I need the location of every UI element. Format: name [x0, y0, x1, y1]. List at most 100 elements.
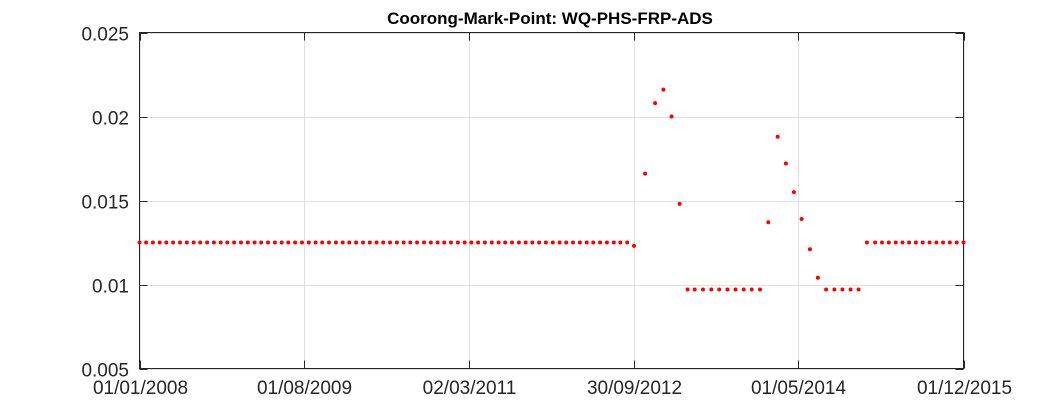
- y-tick-label: 0.025: [81, 25, 129, 46]
- data-point: [934, 240, 939, 245]
- data-point: [611, 240, 616, 245]
- data-point: [632, 243, 636, 248]
- data-point: [408, 240, 413, 245]
- data-point: [482, 240, 487, 245]
- data-point: [442, 240, 447, 245]
- data-point: [184, 240, 189, 245]
- data-point: [741, 287, 746, 292]
- data-point: [496, 240, 501, 245]
- data-point: [523, 240, 528, 245]
- data-point: [394, 240, 399, 245]
- data-point: [401, 240, 406, 245]
- data-point: [550, 240, 555, 245]
- data-point: [367, 240, 372, 245]
- x-axis-labels: 01/01/2008 01/08/2009 02/03/2011 30/09/2012…: [93, 378, 1012, 399]
- data-point: [293, 240, 298, 245]
- axis-ticks: [139, 32, 965, 370]
- data-point: [388, 240, 392, 245]
- data-point: [327, 240, 331, 245]
- data-point: [191, 240, 196, 245]
- data-point: [749, 287, 754, 292]
- data-point: [893, 240, 898, 245]
- data-point: [252, 240, 257, 245]
- data-point: [510, 240, 514, 245]
- data-point: [205, 240, 210, 245]
- data-point: [306, 240, 311, 245]
- data-point: [947, 240, 952, 245]
- data-point: [848, 287, 853, 292]
- data-point: [428, 240, 433, 245]
- data-point: [880, 240, 884, 245]
- data-point: [873, 240, 878, 245]
- y-tick-label: 0.005: [81, 361, 129, 382]
- data-points: [137, 87, 966, 292]
- data-point: [907, 240, 912, 245]
- data-point: [232, 240, 237, 245]
- data-point: [571, 240, 575, 245]
- data-point: [824, 287, 829, 292]
- data-point: [272, 240, 277, 245]
- data-point: [361, 240, 365, 245]
- y-axis-labels: 0.005 0.01 0.015 0.02 0.025: [81, 25, 129, 382]
- data-point: [320, 240, 325, 245]
- data-point: [840, 287, 845, 292]
- data-point: [625, 240, 630, 245]
- data-point: [685, 287, 690, 292]
- data-point: [137, 240, 142, 245]
- data-point: [941, 240, 945, 245]
- data-point: [584, 240, 589, 245]
- data-point: [150, 240, 155, 245]
- data-point: [815, 275, 820, 280]
- data-point: [653, 101, 658, 106]
- data-point: [516, 240, 521, 245]
- data-point: [733, 287, 738, 292]
- data-point: [669, 114, 674, 119]
- data-point: [856, 287, 861, 292]
- data-point: [469, 240, 474, 245]
- data-point: [643, 171, 648, 176]
- y-tick-label: 0.01: [92, 277, 129, 298]
- data-point: [225, 240, 230, 245]
- data-point: [701, 287, 705, 292]
- data-point: [218, 240, 223, 245]
- data-point: [692, 287, 697, 292]
- data-point: [920, 240, 925, 245]
- data-point: [354, 240, 359, 245]
- x-tick-label: 01/08/2009: [257, 378, 352, 399]
- x-tick-label: 30/09/2012: [587, 378, 682, 399]
- data-point: [618, 240, 623, 245]
- data-point: [347, 240, 352, 245]
- data-point: [381, 240, 386, 245]
- data-point: [791, 190, 796, 195]
- data-point: [374, 240, 379, 245]
- data-point: [171, 240, 176, 245]
- data-point: [530, 240, 535, 245]
- data-point: [799, 217, 804, 221]
- data-point: [164, 240, 169, 245]
- data-point: [954, 240, 959, 245]
- data-point: [577, 240, 582, 245]
- data-point: [503, 240, 508, 245]
- data-point: [455, 240, 460, 245]
- data-point: [591, 240, 596, 245]
- data-point: [807, 247, 812, 252]
- x-tick-label: 02/03/2011: [423, 378, 517, 399]
- data-point: [564, 240, 569, 245]
- data-point: [245, 240, 250, 245]
- data-point: [717, 287, 722, 292]
- data-point: [766, 220, 771, 225]
- y-tick-label: 0.02: [92, 109, 129, 130]
- plot-frame: [139, 32, 964, 369]
- data-point: [279, 240, 284, 245]
- data-point: [259, 240, 264, 245]
- data-point: [144, 240, 149, 245]
- data-point: [661, 87, 666, 92]
- data-point: [286, 240, 291, 245]
- data-point: [211, 240, 216, 245]
- data-point: [266, 240, 270, 245]
- data-point: [300, 240, 304, 245]
- data-point: [758, 287, 762, 292]
- data-point: [422, 240, 426, 245]
- data-point: [927, 240, 932, 245]
